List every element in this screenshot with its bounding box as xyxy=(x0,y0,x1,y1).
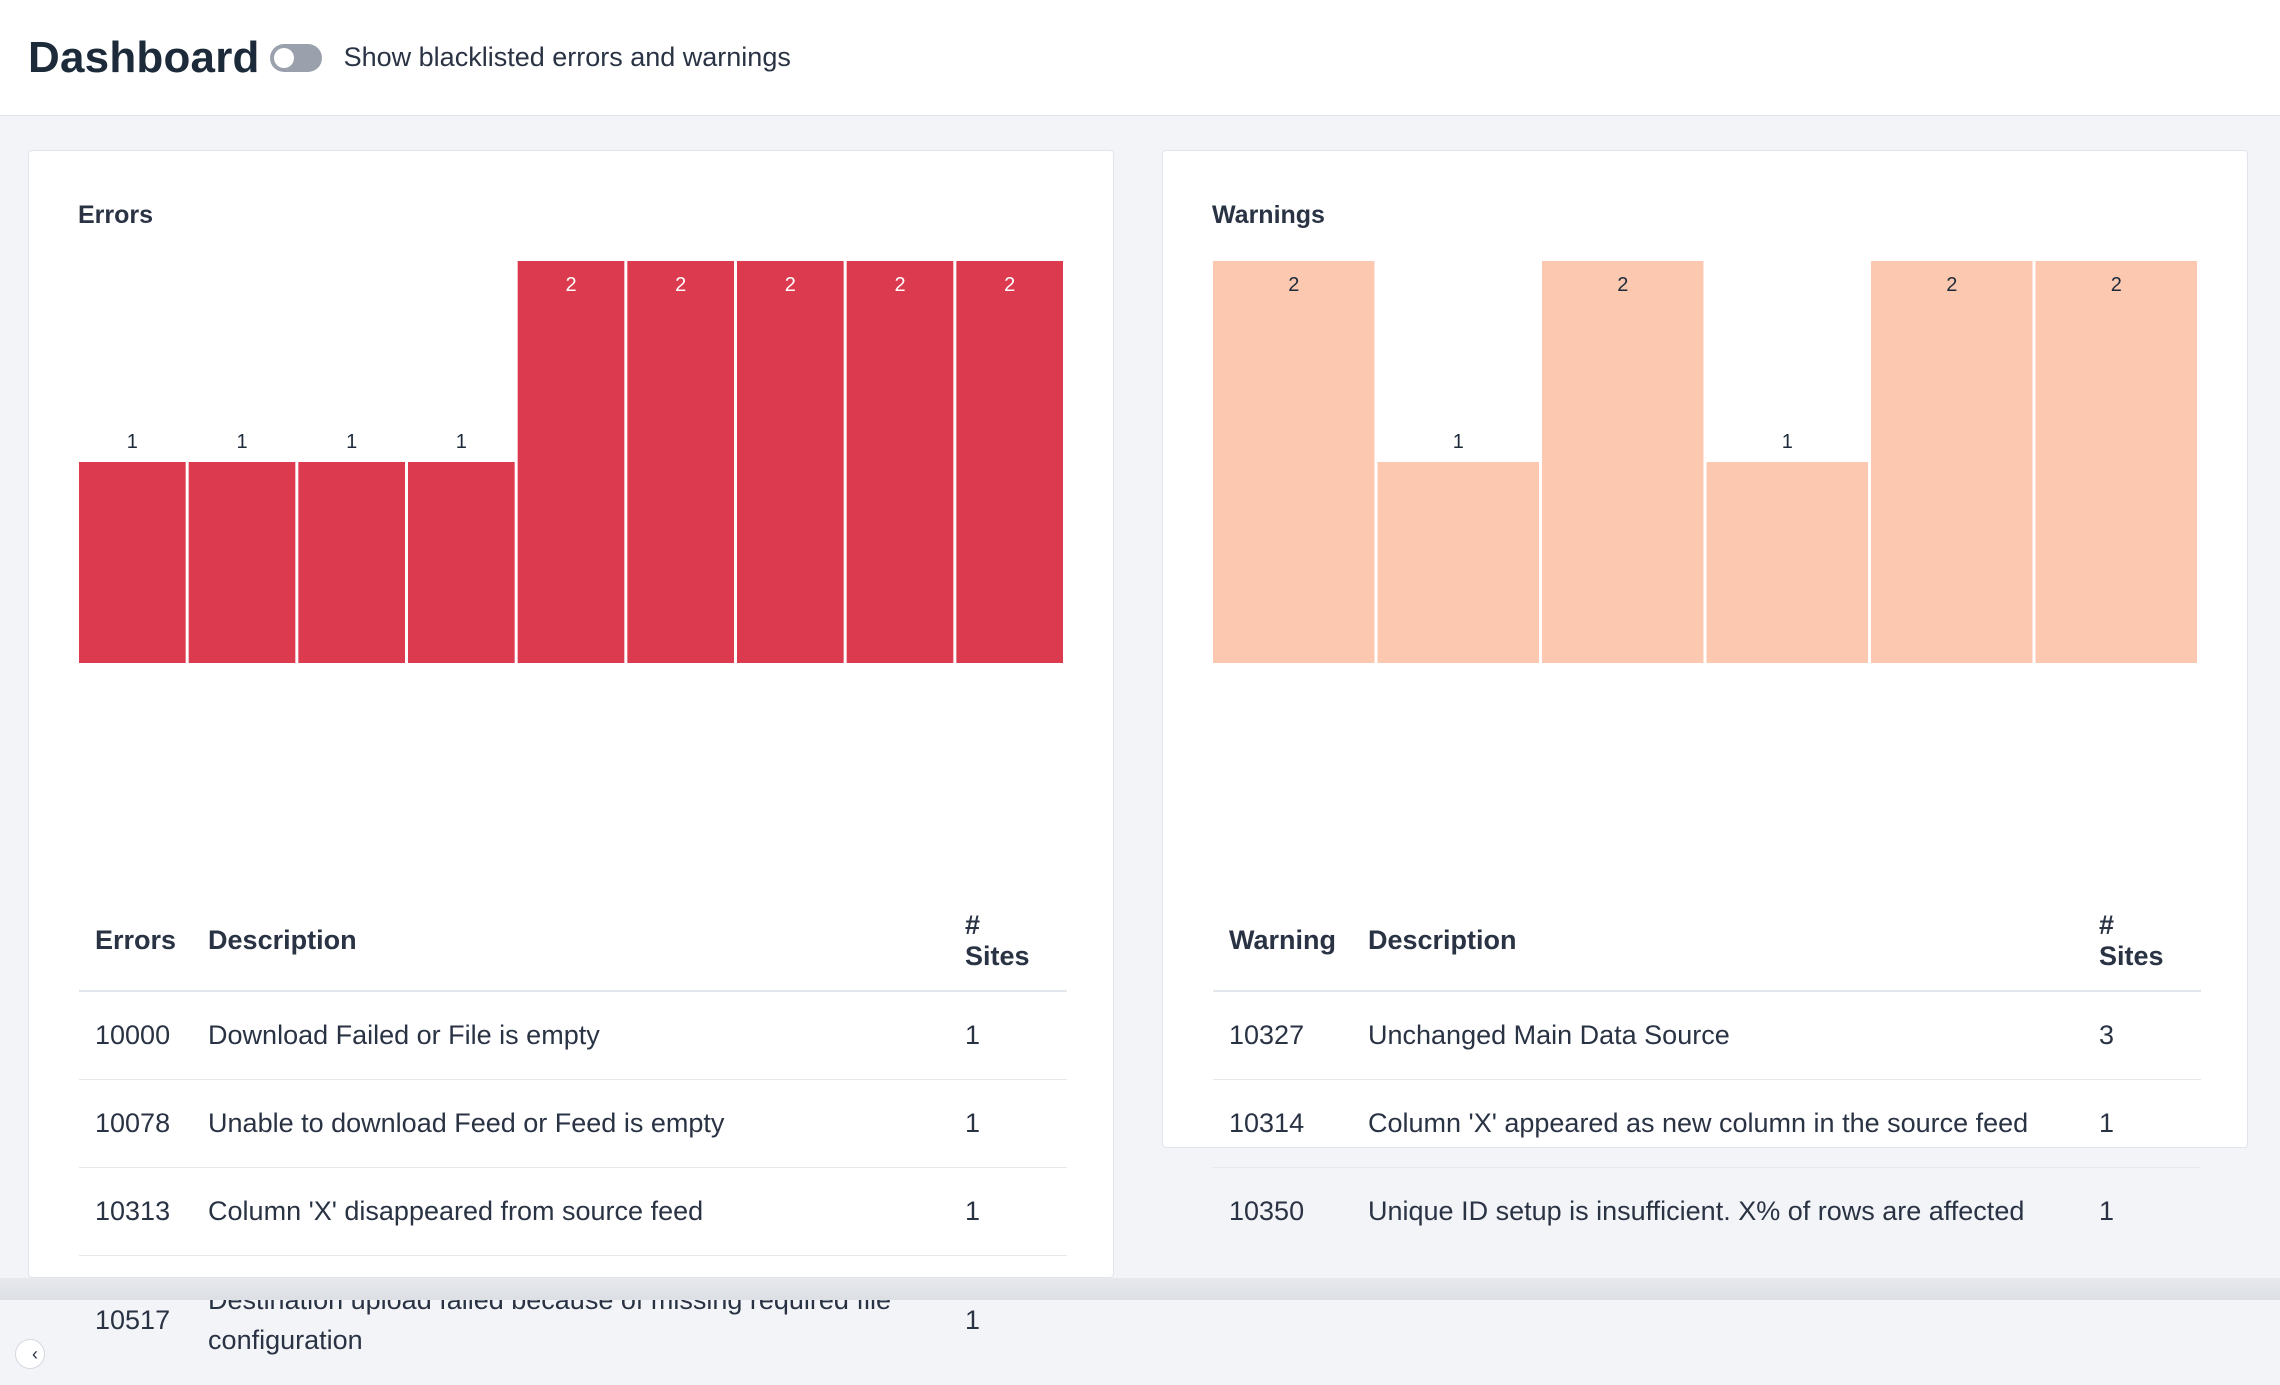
collapse-sidebar-icon[interactable]: ‹ xyxy=(15,1339,45,1369)
blacklist-toggle[interactable] xyxy=(269,43,322,72)
error-sites: 1 xyxy=(965,1305,981,1336)
errors-bar-label: 2 xyxy=(894,274,905,296)
warnings-bar-label: 2 xyxy=(2111,274,2122,296)
column-header-sites[interactable]: # Sites xyxy=(2083,891,2201,992)
errors-bar-label: 1 xyxy=(127,431,138,453)
page-title: Dashboard xyxy=(28,32,260,82)
column-header-description[interactable]: Description xyxy=(192,891,949,992)
warning-description: Unique ID setup is insufficient. X% of r… xyxy=(1368,1196,2025,1227)
errors-bar-label: 1 xyxy=(236,431,247,453)
warnings-chart: 2 1 2 1 2 2 xyxy=(1213,261,2197,663)
errors-bar[interactable] xyxy=(79,462,186,663)
errors-bar[interactable] xyxy=(737,261,844,663)
error-description: Unable to download Feed or Feed is empty xyxy=(192,1079,949,1168)
warnings-bar[interactable] xyxy=(1377,462,1540,663)
errors-bar[interactable] xyxy=(298,462,405,663)
warnings-bar-label: 2 xyxy=(1617,274,1628,296)
warning-code: 10327 xyxy=(1213,991,1352,1080)
warning-code: 10350 xyxy=(1229,1196,1305,1227)
table-row[interactable]: 10313 Column 'X' disappeared from source… xyxy=(79,1167,1067,1256)
warnings-bar-label: 1 xyxy=(1453,431,1464,453)
errors-bar-chart: 1 1 1 1 2 2 2 2 2 xyxy=(79,261,1063,663)
errors-chart-title: Errors xyxy=(78,201,154,229)
table-header-row: Warning Description # Sites xyxy=(1213,891,2201,992)
warning-sites: 1 xyxy=(2083,1079,2201,1168)
top-bar: Dashboard Show blacklisted errors and wa… xyxy=(0,0,2280,116)
table-row[interactable]: 10327 Unchanged Main Data Source 3 xyxy=(1213,991,2201,1080)
column-header-code[interactable]: Warning xyxy=(1213,891,1352,992)
warnings-bar-chart: 2 1 2 1 2 2 xyxy=(1213,261,2197,663)
error-sites: 1 xyxy=(949,1079,1067,1168)
column-header-code[interactable]: Errors xyxy=(79,891,193,992)
column-header-description[interactable]: Description xyxy=(1352,891,2083,992)
errors-bar[interactable] xyxy=(188,462,296,663)
table-row[interactable]: 10078 Unable to download Feed or Feed is… xyxy=(79,1079,1067,1168)
error-description: Column 'X' disappeared from source feed xyxy=(192,1167,949,1256)
warnings-bar-label: 2 xyxy=(1288,274,1299,296)
table-row[interactable]: 10517 Destination upload failed because … xyxy=(79,1255,1067,1385)
errors-bar-label: 2 xyxy=(675,274,686,296)
warning-sites: 3 xyxy=(2083,991,2201,1080)
error-code: 10078 xyxy=(79,1079,193,1168)
errors-bar[interactable] xyxy=(517,261,625,663)
warnings-bar[interactable] xyxy=(1542,261,1704,663)
warnings-bar[interactable] xyxy=(1871,261,2033,663)
error-sites: 1 xyxy=(949,1167,1067,1256)
blacklist-toggle-label[interactable]: Show blacklisted errors and warnings xyxy=(343,42,791,72)
bottom-edge xyxy=(0,1278,2280,1300)
warning-sites: 1 xyxy=(2099,1196,2115,1227)
toggle-knob xyxy=(273,47,294,68)
table-row[interactable]: 10314 Column 'X' appeared as new column … xyxy=(1213,1079,2201,1168)
warning-code: 10314 xyxy=(1213,1079,1352,1168)
errors-bar[interactable] xyxy=(627,261,734,663)
errors-bar[interactable] xyxy=(956,261,1063,663)
warnings-chart-title: Warnings xyxy=(1212,201,1325,229)
errors-chart: 1 1 1 1 2 2 2 2 2 xyxy=(79,261,1063,663)
errors-bar-label: 2 xyxy=(785,274,796,296)
warnings-bar-label: 1 xyxy=(1782,431,1793,453)
warnings-table: Warning Description # Sites 10327 Unchan… xyxy=(1213,891,2201,1255)
error-code: 10313 xyxy=(79,1167,193,1256)
errors-bar-label: 1 xyxy=(456,431,467,453)
warnings-bar-label: 2 xyxy=(1946,274,1957,296)
error-description: Download Failed or File is empty xyxy=(192,991,949,1080)
error-sites: 1 xyxy=(949,991,1067,1080)
warnings-bar[interactable] xyxy=(1706,462,1869,663)
warnings-bar[interactable] xyxy=(1213,261,1375,663)
table-row[interactable]: 10000 Download Failed or File is empty 1 xyxy=(79,991,1067,1080)
warning-description: Unchanged Main Data Source xyxy=(1352,991,2083,1080)
warnings-bar[interactable] xyxy=(2035,261,2198,663)
error-code: 10000 xyxy=(79,991,193,1080)
errors-bar-label: 2 xyxy=(565,274,576,296)
errors-bar-label: 1 xyxy=(346,431,357,453)
error-description: Destination upload failed because of mis… xyxy=(208,1285,891,1356)
errors-bar[interactable] xyxy=(408,462,515,663)
column-header-sites[interactable]: # Sites xyxy=(949,891,1067,992)
warnings-card: Warnings 2 1 2 1 2 2 Warning Description # Si… xyxy=(1162,150,2248,1226)
errors-bar-label: 2 xyxy=(1004,274,1015,296)
errors-bar[interactable] xyxy=(846,261,954,663)
errors-table: Errors Description # Sites 10000 Downloa… xyxy=(79,891,1067,1385)
table-header-row: Errors Description # Sites xyxy=(79,891,1067,992)
error-code: 10517 xyxy=(95,1305,171,1336)
warning-description: Column 'X' appeared as new column in the… xyxy=(1352,1079,2083,1168)
table-row[interactable]: 10350 Unique ID setup is insufficient. X… xyxy=(1213,1167,2201,1255)
